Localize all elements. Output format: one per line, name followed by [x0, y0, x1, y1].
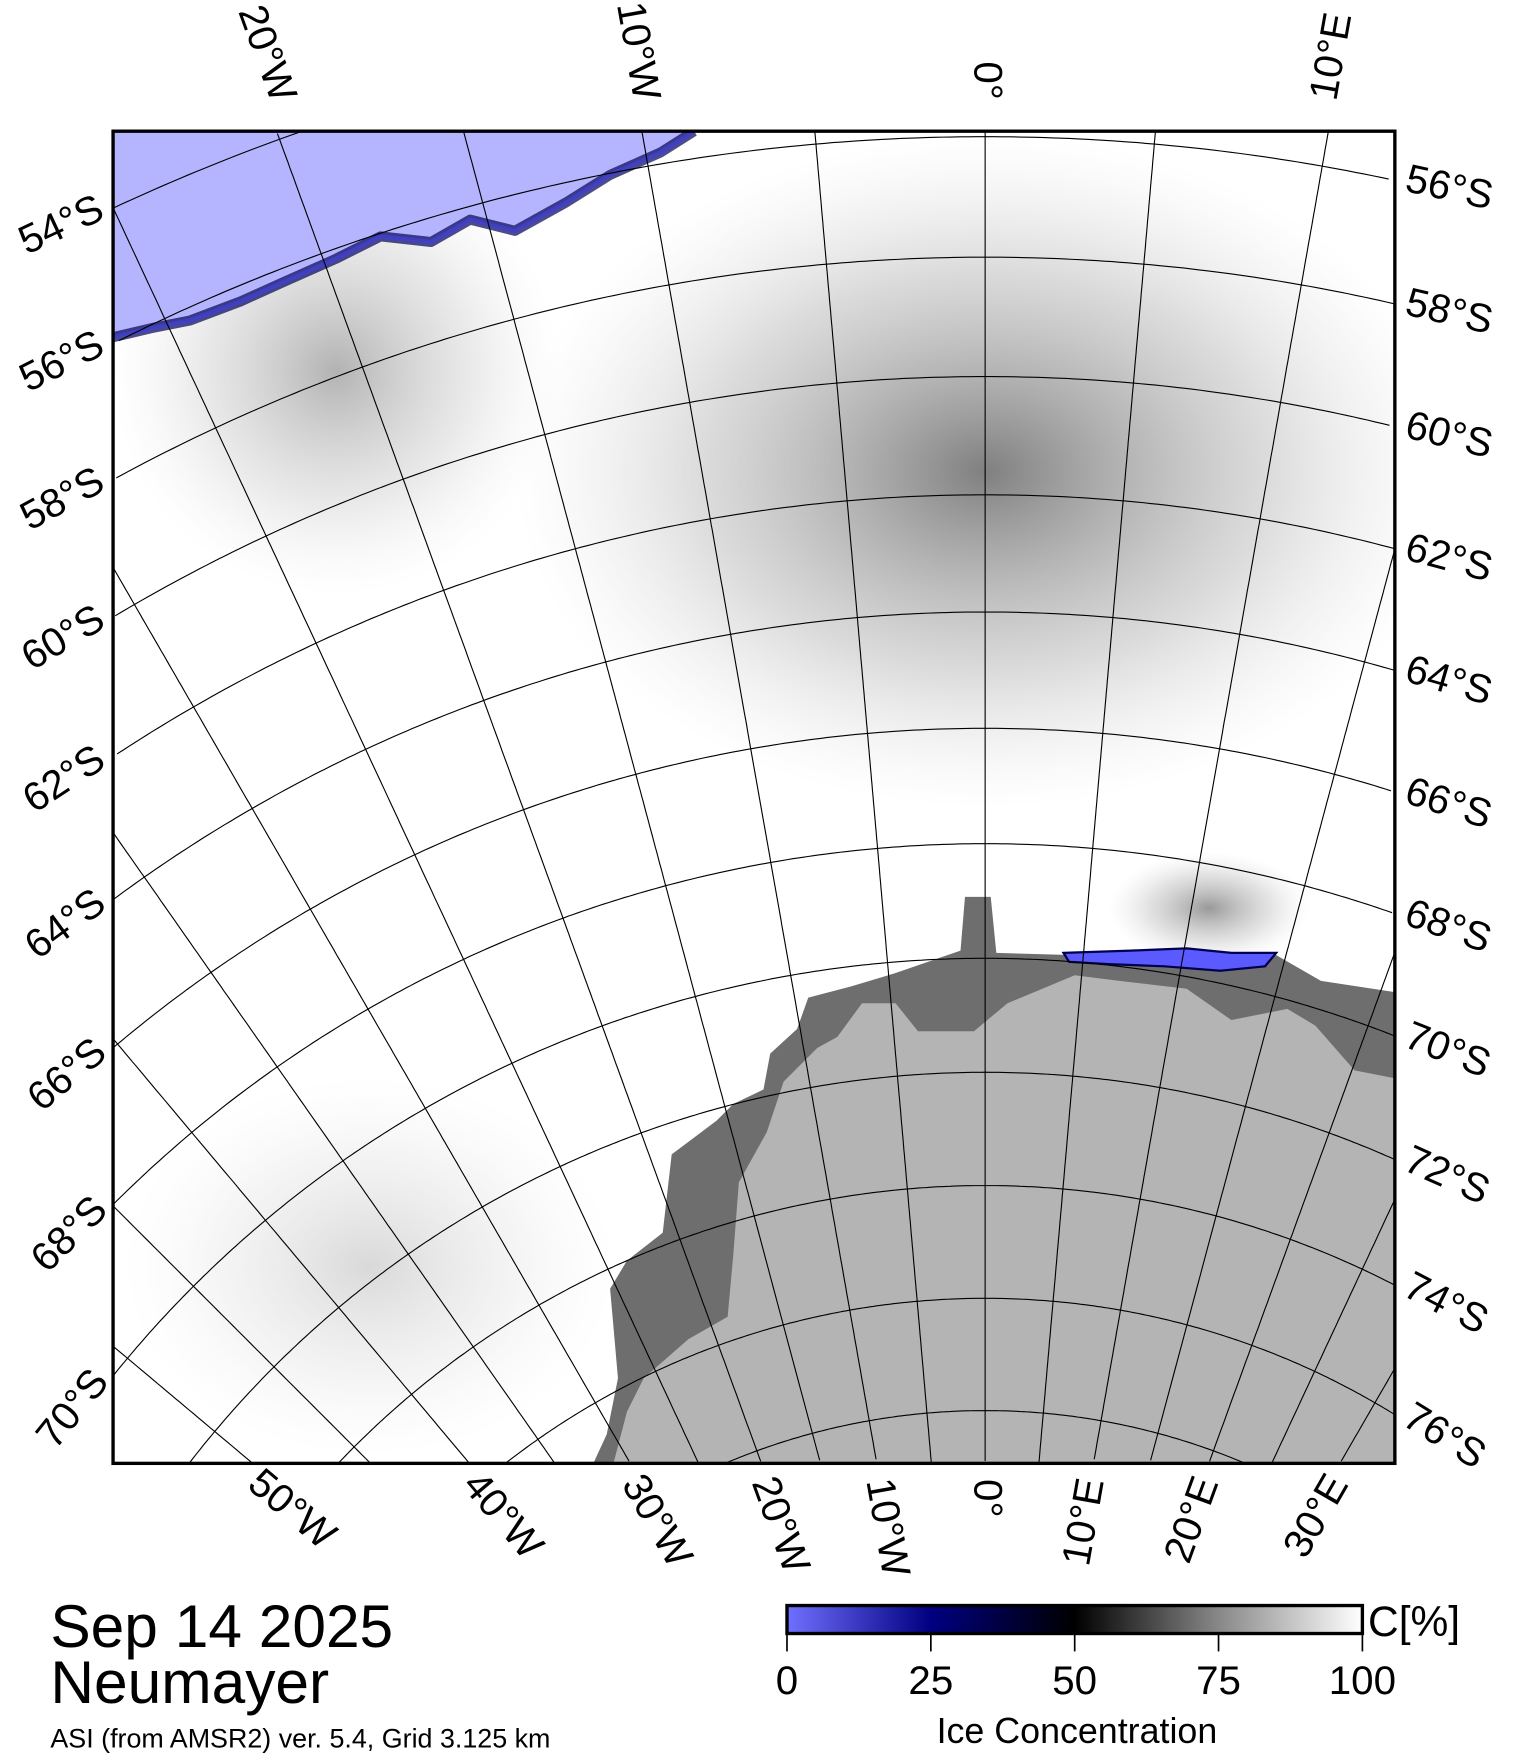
bottom-longitude-label: 10°W [857, 1475, 919, 1580]
bottom-longitude-label: 40°W [454, 1463, 552, 1568]
colorbar-gradient [785, 1603, 1365, 1636]
meridian-line [113, 1346, 254, 1464]
source-caption: ASI (from AMSR2) ver. 5.4, Grid 3.125 km [50, 1724, 550, 1754]
ice-concentration-shading-southwest [123, 1076, 616, 1457]
right-latitude-label: 68°S [1400, 890, 1498, 962]
colorbar-tick-label: 0 [776, 1658, 798, 1703]
parallel-line [113, 131, 304, 209]
antarctica-interior [613, 975, 1395, 1464]
left-latitude-label: 66°S [18, 1028, 114, 1119]
left-latitude-label: 56°S [12, 321, 111, 401]
ice-edge-fringe-blue [113, 131, 696, 340]
meridian-line [113, 207, 699, 1464]
right-latitude-label: 58°S [1402, 279, 1498, 343]
meridian-line [113, 1039, 470, 1464]
parallel-line [113, 957, 1395, 1377]
date-title: Sep 14 2025 [50, 1592, 393, 1660]
parallel-line [116, 494, 1395, 755]
meridian-line [814, 131, 932, 1464]
bottom-longitude-label: 0° [965, 1479, 1010, 1518]
parallel-line [113, 611, 1395, 901]
right-latitude-label: 60°S [1401, 402, 1497, 467]
left-latitude-label: 64°S [16, 879, 113, 967]
bottom-longitude-label: 20°W [743, 1470, 819, 1578]
meridian-line [113, 1205, 371, 1464]
bottom-longitude-label: 30°E [1274, 1466, 1357, 1565]
meridian-line [113, 833, 555, 1463]
station-title: Neumayer [50, 1648, 329, 1716]
right-latitude-label: 66°S [1400, 768, 1497, 838]
parallel-line [113, 727, 1392, 1049]
meridian-line [1150, 548, 1395, 1461]
top-longitude-label: 10°W [608, 0, 670, 103]
parallel-line [116, 256, 1395, 479]
bottom-longitude-label: 50°W [240, 1460, 345, 1558]
parallel-line [118, 136, 1389, 342]
top-longitude-label: 0° [965, 61, 1010, 100]
right-latitude-label: 62°S [1401, 524, 1497, 590]
map-area [113, 131, 1395, 1464]
ice-concentration-shading [515, 135, 1395, 808]
parallel-line [113, 843, 1393, 1206]
meridian-line [1038, 131, 1156, 1464]
right-latitude-label: 74°S [1397, 1263, 1496, 1343]
right-latitude-label: 56°S [1402, 156, 1497, 219]
meridian-line [276, 133, 762, 1462]
colorbar: C[%] 0 25 50 75 100 Ice Concentration [776, 1598, 1460, 1751]
map-frame [111, 129, 1397, 1466]
bottom-longitude-label: 30°W [613, 1466, 701, 1574]
right-latitude-label: 72°S [1398, 1136, 1497, 1213]
colorbar-tick-label: 25 [908, 1658, 953, 1703]
bottom-longitude-label: 10°E [1053, 1475, 1113, 1569]
ice-edge-shading-east [1108, 852, 1310, 965]
meridian-line [463, 132, 821, 1461]
colorbar-tick-label: 75 [1196, 1658, 1241, 1703]
left-latitude-label: 68°S [22, 1187, 116, 1281]
left-latitude-label: 58°S [13, 457, 112, 539]
colorbar-ticks: 0 25 50 75 100 [776, 1633, 1396, 1703]
parallel-line [114, 376, 1390, 617]
bottom-longitude-label: 20°E [1155, 1470, 1227, 1568]
meridian-line [641, 131, 877, 1460]
meridian-line [1340, 1368, 1395, 1462]
parallel-line [189, 1071, 1395, 1463]
meridian-line [1271, 1197, 1395, 1464]
left-latitude-label: 62°S [15, 735, 113, 821]
right-latitude-label: 64°S [1401, 646, 1498, 714]
colorbar-unit: C[%] [1368, 1598, 1460, 1646]
right-latitude-label: 70°S [1399, 1012, 1497, 1086]
meridian-line [1093, 131, 1329, 1460]
meridian-line [1209, 950, 1395, 1462]
colorbar-tick-label: 100 [1329, 1658, 1396, 1703]
meridian-line [113, 568, 630, 1462]
graticule [113, 131, 1395, 1464]
right-latitude-label: 76°S [1396, 1393, 1494, 1477]
left-latitude-label: 54°S [12, 185, 111, 263]
left-latitude-label: 70°S [27, 1360, 117, 1457]
colorbar-label: Ice Concentration [937, 1711, 1218, 1751]
top-longitude-label: 10°E [1301, 9, 1361, 103]
parallel-line [337, 1185, 1394, 1464]
left-latitude-label: 60°S [13, 595, 111, 679]
parallel-line [504, 1297, 1395, 1464]
top-longitude-label: 20°W [230, 0, 306, 107]
colorbar-tick-label: 50 [1052, 1658, 1097, 1703]
